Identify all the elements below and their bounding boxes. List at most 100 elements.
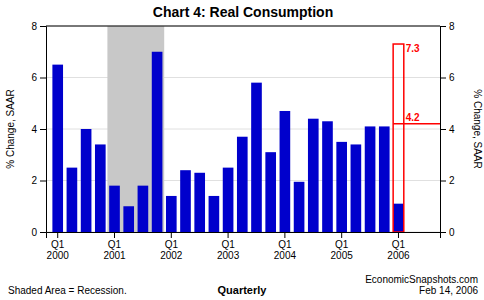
bar — [180, 170, 191, 232]
estimate-label: 7.3 — [406, 43, 420, 54]
estimate-line — [393, 123, 440, 125]
bar — [351, 144, 362, 232]
frame-top — [46, 26, 440, 27]
tick-label: 6 — [31, 72, 37, 83]
bar — [336, 142, 347, 232]
text-line: 2002 — [160, 250, 183, 261]
note: Shaded Area = Recession. — [8, 285, 127, 296]
tick: 8 — [31, 21, 46, 32]
bar — [152, 52, 163, 232]
bar — [67, 168, 78, 232]
tick: 8 — [440, 21, 455, 32]
tick-label: 8 — [449, 21, 455, 32]
tick-mark — [440, 26, 446, 27]
tick-mark — [40, 78, 46, 79]
tick: 0 — [31, 227, 46, 238]
y2-axis-title: % Change, SAAR — [472, 89, 483, 169]
grid-line — [46, 77, 440, 78]
tick-mark — [171, 232, 172, 238]
bar — [265, 152, 276, 232]
text-line: Q1 — [108, 239, 122, 250]
tick-mark — [40, 232, 46, 233]
tick-label: 0 — [449, 227, 455, 238]
tick-mark — [440, 129, 446, 130]
tick-label: Q12002 — [160, 239, 183, 261]
tick-label: 0 — [31, 227, 37, 238]
bar — [280, 111, 291, 232]
tick-mark — [440, 78, 446, 79]
tick-mark — [440, 181, 446, 182]
tick-label: Q12006 — [387, 239, 410, 261]
tick: Q12004 — [274, 232, 297, 261]
text-line: 2004 — [274, 250, 297, 261]
bar — [223, 168, 234, 232]
marks — [52, 26, 440, 232]
tick-mark — [398, 232, 399, 238]
note: Quarterly — [218, 284, 268, 296]
tick-label: Q12000 — [47, 239, 70, 261]
tick-label: Q12001 — [103, 239, 126, 261]
chart: 7.34.2Q12000Q12001Q12002Q12003Q12004Q120… — [0, 0, 484, 300]
bar — [379, 126, 390, 232]
estimate-box — [393, 44, 404, 232]
text-line: Quarterly — [218, 284, 268, 296]
tick: Q12000 — [47, 232, 70, 261]
tick-label: Q12005 — [331, 239, 354, 261]
grid — [46, 26, 440, 232]
text-line: 2000 — [47, 250, 70, 261]
bar — [166, 196, 177, 232]
estimate-label: 4.2 — [406, 112, 420, 123]
bar — [194, 173, 205, 232]
text-line: Q1 — [51, 239, 65, 250]
tick: 4 — [440, 124, 455, 135]
tick-mark — [440, 232, 446, 233]
tick: Q12002 — [160, 232, 183, 261]
tick-mark — [284, 232, 285, 238]
tick-label: Q12004 — [274, 239, 297, 261]
bar — [95, 144, 106, 232]
text-line: 2003 — [217, 250, 240, 261]
text-line: EconomicSnapshots.com — [365, 274, 478, 285]
tick: Q12001 — [103, 232, 126, 261]
bar — [52, 65, 63, 232]
text-line: Feb 14, 2006 — [419, 285, 478, 296]
bar — [123, 206, 134, 232]
text-line: Q1 — [221, 239, 235, 250]
bar — [308, 119, 319, 232]
tick: 0 — [440, 227, 455, 238]
text-line: 2006 — [387, 250, 410, 261]
tick-label: 8 — [31, 21, 37, 32]
text-line: Q1 — [278, 239, 292, 250]
tick-label: 6 — [449, 72, 455, 83]
tick-label: 4 — [449, 124, 455, 135]
tick: Q12003 — [217, 232, 240, 261]
tick: 6 — [31, 72, 46, 83]
tick: Q12005 — [331, 232, 354, 261]
y-axis: 0 2 4 6 8 — [31, 21, 46, 238]
text-line: Q1 — [335, 239, 349, 250]
tick: 2 — [440, 175, 455, 186]
tick-label: 2 — [31, 175, 37, 186]
grid-line — [46, 26, 440, 27]
tick-mark — [40, 181, 46, 182]
tick: 6 — [440, 72, 455, 83]
tick: 4 — [31, 124, 46, 135]
bar — [237, 137, 248, 232]
x-axis: Q12000Q12001Q12002Q12003Q12004Q12005Q120… — [47, 232, 441, 261]
tick-mark — [40, 129, 46, 130]
tick-mark — [40, 26, 46, 27]
text-line: Shaded Area = Recession. — [8, 285, 127, 296]
bar — [294, 182, 305, 232]
tick-mark — [341, 232, 342, 238]
bar — [365, 126, 376, 232]
shaded-span — [107, 26, 164, 232]
tick-label: Q12003 — [217, 239, 240, 261]
bar — [393, 204, 404, 232]
axis-line — [47, 233, 441, 239]
y-axis-title: % Change, SAAR — [5, 89, 16, 169]
tick-mark — [228, 232, 229, 238]
tick: 2 — [31, 175, 46, 186]
text-line: Q1 — [392, 239, 406, 250]
text-line: 2005 — [331, 250, 354, 261]
tick-label: 2 — [449, 175, 455, 186]
